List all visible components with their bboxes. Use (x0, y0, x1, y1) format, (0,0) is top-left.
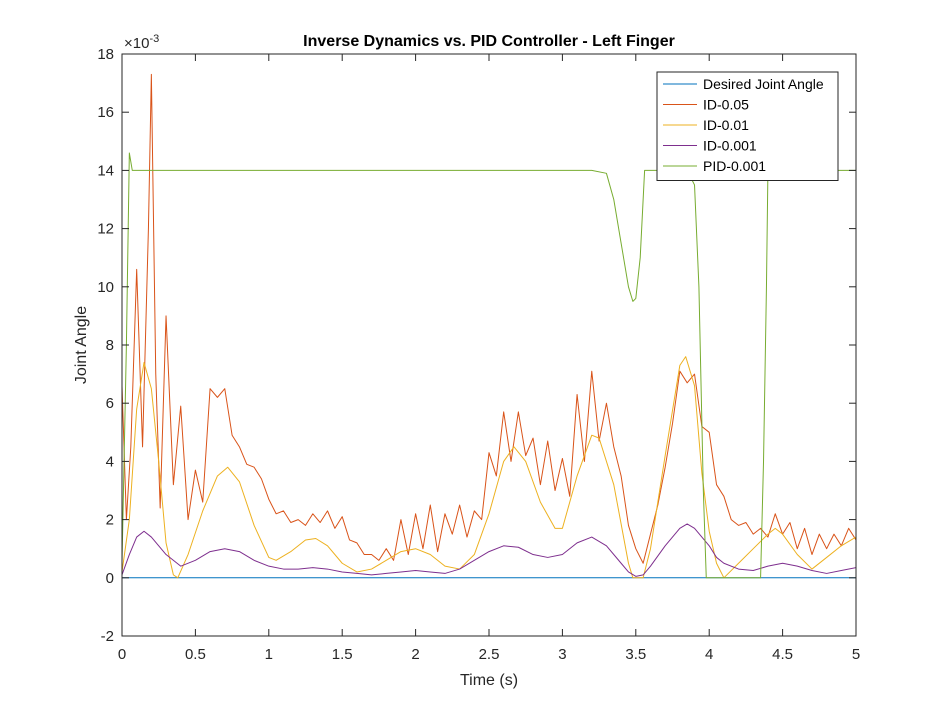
exponent-power: -3 (149, 33, 159, 45)
x-tick-label: 2.5 (479, 646, 500, 663)
legend-label-id-0-01: ID-0.01 (703, 117, 749, 133)
series-line-id-0-001 (122, 523, 856, 577)
y-tick-label: 2 (106, 512, 114, 529)
legend-label-pid-0-001: PID-0.001 (703, 158, 766, 174)
y-axis: -2 0 2 4 6 8 10 12 14 16 18 (97, 46, 856, 645)
series-line-id-0-01 (122, 356, 856, 579)
y-tick-label: 10 (97, 279, 114, 296)
x-tick-label: 5 (852, 646, 860, 663)
y-tick-label: 8 (106, 337, 114, 354)
y-tick-label: 16 (97, 104, 114, 121)
x-tick-label: 0.5 (185, 646, 206, 663)
x-tick-label: 4.5 (772, 646, 793, 663)
series-layer (122, 73, 856, 579)
x-tick-label: 3 (558, 646, 566, 663)
x-axis: 0 0.5 1 1.5 2 2.5 3 3.5 4 4.5 5 (118, 54, 860, 663)
legend-label-desired-joint-angle: Desired Joint Angle (703, 76, 824, 92)
y-tick-label: 18 (97, 46, 114, 63)
legend-box (656, 71, 839, 181)
legend-label-id-0-001: ID-0.001 (703, 138, 757, 154)
x-tick-label: 0 (118, 646, 126, 663)
y-tick-label: 4 (106, 453, 114, 470)
series-line-pid-0-001 (122, 152, 856, 579)
y-axis-label: Joint Angle (73, 306, 90, 384)
x-tick-label: 2 (411, 646, 419, 663)
y-tick-label: 0 (106, 570, 114, 587)
x-tick-label: 4 (705, 646, 713, 663)
y-axis-exponent: ×10-3 (124, 33, 159, 52)
exponent-base: ×10 (124, 35, 149, 52)
y-tick-label: 14 (97, 162, 114, 179)
legend-label-id-0-05: ID-0.05 (703, 97, 749, 113)
y-tick-label: -2 (101, 628, 114, 645)
chart-title: Inverse Dynamics vs. PID Controller - Le… (303, 33, 675, 50)
x-axis-label: Time (s) (460, 672, 518, 689)
legend: Desired Joint Angle ID-0.05 ID-0.01 ID-0.00… (656, 71, 839, 181)
x-tick-label: 1 (265, 646, 273, 663)
x-tick-label: 3.5 (625, 646, 646, 663)
series-line-id-0-05 (122, 73, 856, 564)
y-tick-label: 12 (97, 221, 114, 238)
x-tick-label: 1.5 (332, 646, 353, 663)
y-tick-label: 6 (106, 395, 114, 412)
